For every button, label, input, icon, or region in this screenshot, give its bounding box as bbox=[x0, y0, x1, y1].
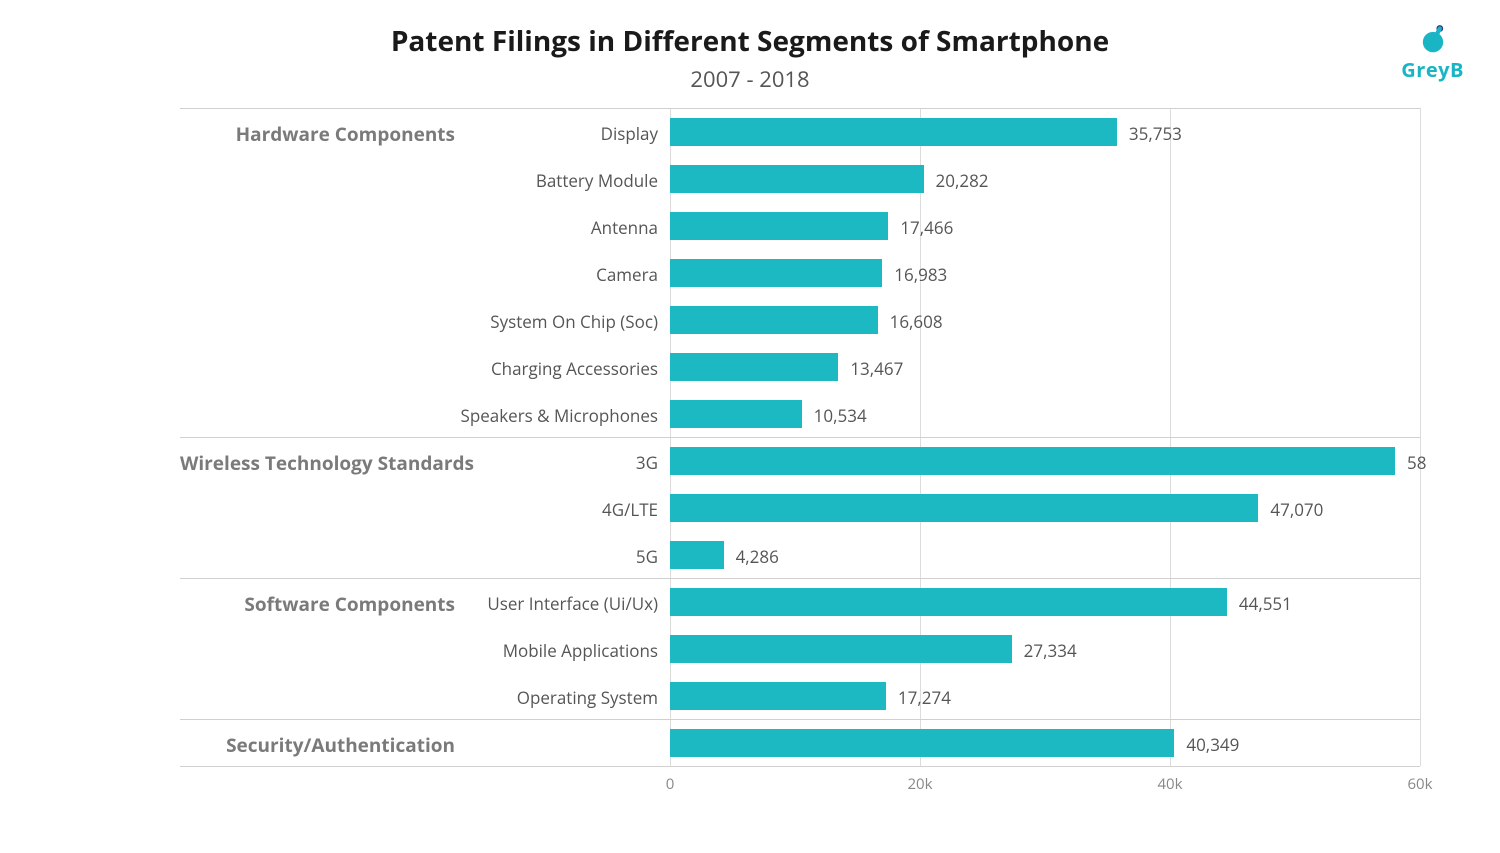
bar-value: 13,467 bbox=[850, 357, 903, 380]
bar-value: 47,070 bbox=[1270, 498, 1323, 521]
group-label: Hardware Components bbox=[180, 121, 455, 147]
row-label: User Interface (Ui/Ux) bbox=[460, 592, 658, 615]
row-label: System On Chip (Soc) bbox=[460, 310, 658, 333]
bar-value: 35,753 bbox=[1129, 122, 1182, 145]
group-separator bbox=[180, 108, 1420, 109]
bar-value: 16,608 bbox=[890, 310, 943, 333]
logo-text: GreyB bbox=[1401, 56, 1464, 83]
bar bbox=[670, 541, 724, 569]
bar-value: 44,551 bbox=[1239, 592, 1292, 615]
row-label: Speakers & Microphones bbox=[460, 404, 658, 427]
bar bbox=[670, 588, 1227, 616]
bar bbox=[670, 729, 1174, 757]
bar bbox=[670, 259, 882, 287]
bar bbox=[670, 306, 878, 334]
brand-logo: GreyB bbox=[1401, 20, 1464, 83]
bar-value: 16,983 bbox=[894, 263, 947, 286]
group-separator bbox=[180, 437, 1420, 438]
row-label: Display bbox=[460, 122, 658, 145]
bar bbox=[670, 447, 1395, 475]
bar bbox=[670, 494, 1258, 522]
x-tick-label: 40k bbox=[1157, 774, 1182, 794]
chart-area: 35,753 20,282 17,466 16,983 16,608 13,467 10,5… bbox=[180, 108, 1420, 815]
group-label: Software Components bbox=[180, 591, 455, 617]
row-label: Mobile Applications bbox=[460, 639, 658, 662]
group-separator bbox=[180, 766, 1420, 767]
chart-title: Patent Filings in Different Segments of … bbox=[0, 22, 1500, 60]
bar-value: 10,534 bbox=[814, 404, 867, 427]
group-separator bbox=[180, 719, 1420, 720]
row-label: Camera bbox=[460, 263, 658, 286]
group-label: Wireless Technology Standards bbox=[180, 450, 455, 476]
bar bbox=[670, 118, 1117, 146]
bar-value: 40,349 bbox=[1186, 733, 1239, 756]
bar-value: 27,334 bbox=[1024, 639, 1077, 662]
chart-subtitle: 2007 - 2018 bbox=[0, 64, 1500, 94]
row-label: Operating System bbox=[460, 686, 658, 709]
grid-line bbox=[1420, 108, 1421, 766]
bar-value: 17,274 bbox=[898, 686, 951, 709]
bar bbox=[670, 682, 886, 710]
x-tick-label: 20k bbox=[907, 774, 932, 794]
bar bbox=[670, 635, 1012, 663]
x-tick-label: 0 bbox=[666, 774, 675, 794]
bar bbox=[670, 400, 802, 428]
row-label: Battery Module bbox=[460, 169, 658, 192]
group-label: Security/Authentication bbox=[180, 732, 455, 758]
bar bbox=[670, 353, 838, 381]
bar-value: 17,466 bbox=[900, 216, 953, 239]
row-label: 5G bbox=[460, 545, 658, 568]
row-label: 3G bbox=[460, 451, 658, 474]
bar-value: 4,286 bbox=[736, 545, 779, 568]
bar-value: 58 bbox=[1407, 451, 1426, 474]
row-label: Antenna bbox=[460, 216, 658, 239]
bar bbox=[670, 165, 924, 193]
bar bbox=[670, 212, 888, 240]
bar-value: 20,282 bbox=[936, 169, 989, 192]
row-label: Charging Accessories bbox=[460, 357, 658, 380]
title-block: Patent Filings in Different Segments of … bbox=[0, 0, 1500, 94]
x-tick-label: 60k bbox=[1407, 774, 1432, 794]
logo-icon bbox=[1416, 20, 1450, 54]
row-label: 4G/LTE bbox=[460, 498, 658, 521]
group-separator bbox=[180, 578, 1420, 579]
